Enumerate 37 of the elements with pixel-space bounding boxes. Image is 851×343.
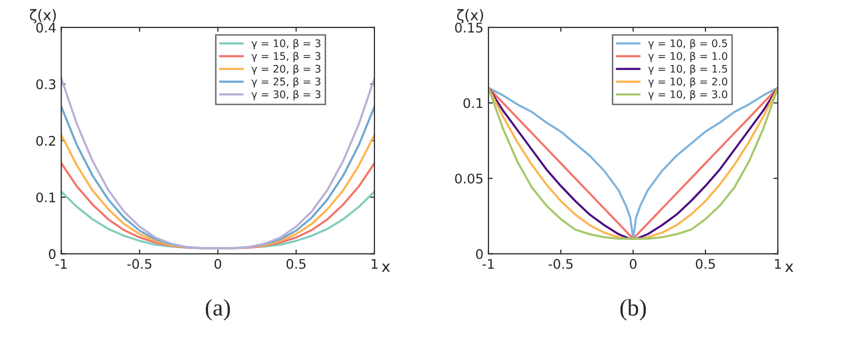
x-tick-label: -0.5 <box>548 258 573 269</box>
y-tick-label: 0.05 <box>455 174 482 184</box>
legend-label: γ = 10, β = 1.0 <box>648 52 728 62</box>
legend-label: γ = 15, β = 3 <box>251 52 320 62</box>
line-series <box>61 77 374 250</box>
legend-label: γ = 10, β = 3.0 <box>648 90 728 100</box>
x-tick-label: 0.5 <box>286 258 306 269</box>
legend-label: γ = 30, β = 3 <box>251 90 320 100</box>
y-tick-label: 0.4 <box>36 22 56 33</box>
text: (a) <box>206 299 230 321</box>
legend-label: γ = 10, β = 2.0 <box>648 77 728 88</box>
legend-label: γ = 10, β = 3 <box>251 39 320 50</box>
y-tick-label: 0.15 <box>455 22 482 33</box>
x-tick-label: 1 <box>775 259 781 269</box>
x-axis-title: x <box>382 264 390 272</box>
x-tick-label: -1 <box>482 259 494 269</box>
x-tick-label: 1 <box>372 259 378 269</box>
x-tick-label: -1 <box>55 259 67 269</box>
y-axis-title: ζ(x) <box>457 9 484 24</box>
x-tick-label: 0 <box>214 258 222 269</box>
y-tick-label: 0.1 <box>36 192 56 202</box>
legend-label: γ = 10, β = 0.5 <box>648 39 728 50</box>
x-tick-label: 0 <box>630 258 636 269</box>
x-axis-title: x <box>785 264 794 272</box>
legend-label: γ = 10, β = 1.5 <box>648 64 728 75</box>
text: (b) <box>620 299 646 321</box>
line-series <box>488 86 778 240</box>
y-tick-label: 0.3 <box>36 79 56 90</box>
y-tick-label: 0 <box>48 249 56 260</box>
x-tick-label: -0.5 <box>127 258 152 269</box>
y-tick-label: 0 <box>476 249 483 260</box>
y-tick-label: 0.2 <box>36 136 56 146</box>
legend-label: γ = 25, β = 3 <box>251 77 320 88</box>
y-tick-label: 0.1 <box>464 98 482 108</box>
y-axis-title: ζ(x) <box>30 9 56 24</box>
x-tick-label: 0.5 <box>696 258 715 269</box>
legend-label: γ = 20, β = 3 <box>251 64 320 75</box>
